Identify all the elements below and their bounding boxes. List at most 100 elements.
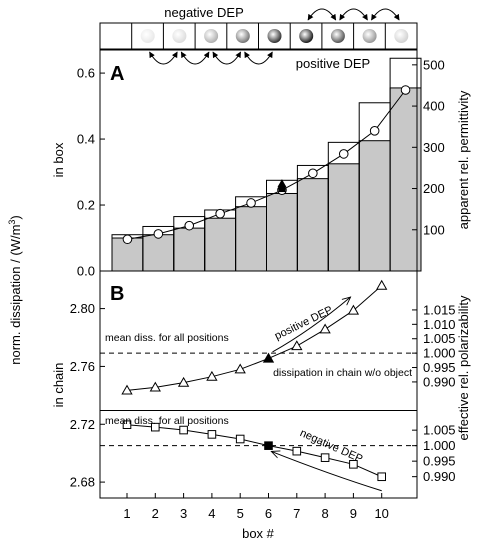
pos-dep-arrow-3	[212, 51, 242, 65]
panel-a-permittivity-circles	[122, 85, 411, 245]
particle-3	[172, 29, 187, 43]
panel-b-right-label-upper: effective rel. polarizability	[456, 295, 471, 440]
schematic-cells	[131, 23, 409, 49]
permittivity-circle-1	[122, 234, 133, 245]
x-tick-label: 3	[180, 506, 187, 521]
x-tick-label: 2	[152, 506, 159, 521]
mean-dissipation-label-upper: mean diss. for all positions	[105, 332, 229, 344]
x-tick-label: 4	[208, 506, 215, 521]
panel-b-dep-arrows	[271, 297, 382, 492]
gray-bar-5	[235, 206, 268, 272]
square-point-3	[179, 425, 188, 435]
panel-b-reference-lines	[100, 352, 417, 447]
panel-b-squares	[122, 420, 386, 482]
panel-b: 2.682.722.762.80 0.9900.9951.0001.0051.0…	[51, 270, 471, 541]
particle-7	[299, 29, 314, 43]
panel-b-square-line	[126, 424, 382, 478]
square-point-4	[207, 430, 217, 439]
lower-right-tick-label: 1.005	[423, 423, 456, 438]
gray-bar-10	[389, 87, 422, 272]
upper-right-tick-label: 1.000	[423, 346, 456, 361]
right-tick-label: 400	[423, 99, 445, 114]
right-tick-label: 300	[423, 140, 445, 155]
negative-dep-arrow-label: negative DEP	[298, 427, 364, 465]
x-tick-label: 5	[237, 506, 244, 521]
square-point-6	[264, 441, 273, 450]
particle-8	[330, 29, 345, 43]
x-tick-label: 10	[374, 506, 388, 521]
permittivity-circle-3	[184, 220, 195, 231]
x-tick-label: 9	[350, 506, 357, 521]
square-point-9	[349, 460, 358, 469]
panel-a-permittivity-line	[127, 89, 406, 240]
left-tick-label: 2.80	[70, 301, 95, 316]
panel-b-letter: B	[110, 283, 124, 305]
left-tick-label: 2.68	[70, 475, 95, 490]
triangle-point-1	[121, 384, 133, 395]
gray-bar-3	[173, 227, 206, 272]
gray-bar-4	[204, 217, 237, 272]
panel-b-right-ticks: 0.9900.9951.0001.0051.0101.0150.9900.995…	[412, 302, 456, 484]
lower-right-tick-label: 0.995	[423, 454, 456, 469]
shared-y-axis-label: norm. dissipation / (W/m3)	[7, 215, 23, 365]
square-point-7	[292, 446, 302, 456]
positive-dep-arrow	[272, 297, 351, 353]
panel-b-triangle-line	[126, 285, 383, 391]
left-tick-label: 0.0	[77, 264, 95, 279]
right-tick-label: 200	[423, 181, 445, 196]
shared-y-label-superscript: 3	[7, 220, 17, 225]
upper-right-tick-label: 1.005	[423, 331, 456, 346]
panel-b-frame	[99, 270, 418, 499]
left-tick-label: 0.2	[77, 198, 95, 213]
gray-bar-8	[327, 163, 360, 272]
particle-10	[394, 29, 409, 43]
triangle-point-2	[149, 381, 161, 392]
x-tick-label: 7	[293, 506, 300, 521]
panel-b-left-label: in chain	[51, 363, 66, 408]
upper-right-tick-label: 0.995	[423, 360, 456, 375]
permittivity-circle-5	[246, 198, 256, 208]
pos-dep-arrow-1	[149, 51, 178, 65]
x-tick-label: 6	[265, 506, 272, 521]
left-tick-label: 2.76	[70, 359, 95, 374]
panel-a-gray-bars	[111, 87, 422, 272]
x-tick-label: 8	[321, 506, 328, 521]
panel-a: 0.0 0.2 0.4 0.6 100 200 300 400 500 A in box ap…	[51, 49, 471, 279]
right-tick-label: 500	[423, 57, 445, 72]
particle-4	[204, 29, 219, 43]
left-tick-label: 0.6	[77, 66, 95, 81]
x-tick-label: 1	[123, 506, 130, 521]
gray-bar-7	[296, 178, 329, 272]
square-point-2	[151, 422, 160, 432]
upper-right-tick-label: 1.015	[423, 302, 456, 317]
triangle-point-10	[376, 279, 388, 290]
particle-2	[140, 29, 155, 43]
lower-right-tick-label: 1.000	[423, 438, 456, 453]
panel-b-x-ticks: 1 2 3 4 5 6 7 8 9 10	[123, 493, 389, 521]
schematic-bottom-label: positive DEP	[296, 56, 370, 71]
permittivity-circle-2	[153, 229, 164, 239]
panel-b-left-ticks: 2.68 2.72 2.76 2.80	[70, 301, 105, 490]
pos-dep-arrow-2	[180, 51, 210, 65]
triangle-point-4	[206, 370, 218, 381]
negative-dep-arrow	[271, 451, 382, 492]
panel-a-left-ticks: 0.0 0.2 0.4 0.6	[77, 66, 105, 279]
panel-a-markers	[277, 179, 287, 193]
x-axis-label: box #	[242, 526, 275, 541]
mean-dissipation-label-lower: mean diss. for all positions	[105, 415, 229, 427]
pos-dep-arrow-4	[244, 51, 273, 65]
triangle-point-8	[319, 323, 331, 334]
right-tick-label: 100	[423, 222, 445, 237]
gray-bar-6	[266, 192, 298, 272]
panel-b-triangles	[121, 279, 388, 395]
lower-right-tick-label: 0.990	[423, 469, 456, 484]
schematic: negative DEP positive DEP	[99, 5, 418, 71]
triangle-point-7	[291, 340, 303, 351]
permittivity-circle-7	[308, 168, 318, 179]
panel-a-left-label: in box	[51, 142, 66, 177]
positive-dep-arrow-label: positive DEP	[273, 304, 335, 342]
schematic-arrows	[149, 8, 400, 65]
chain-dissipation-label: dissipation in chain w/o object	[273, 367, 412, 379]
panel-a-letter: A	[110, 63, 124, 85]
